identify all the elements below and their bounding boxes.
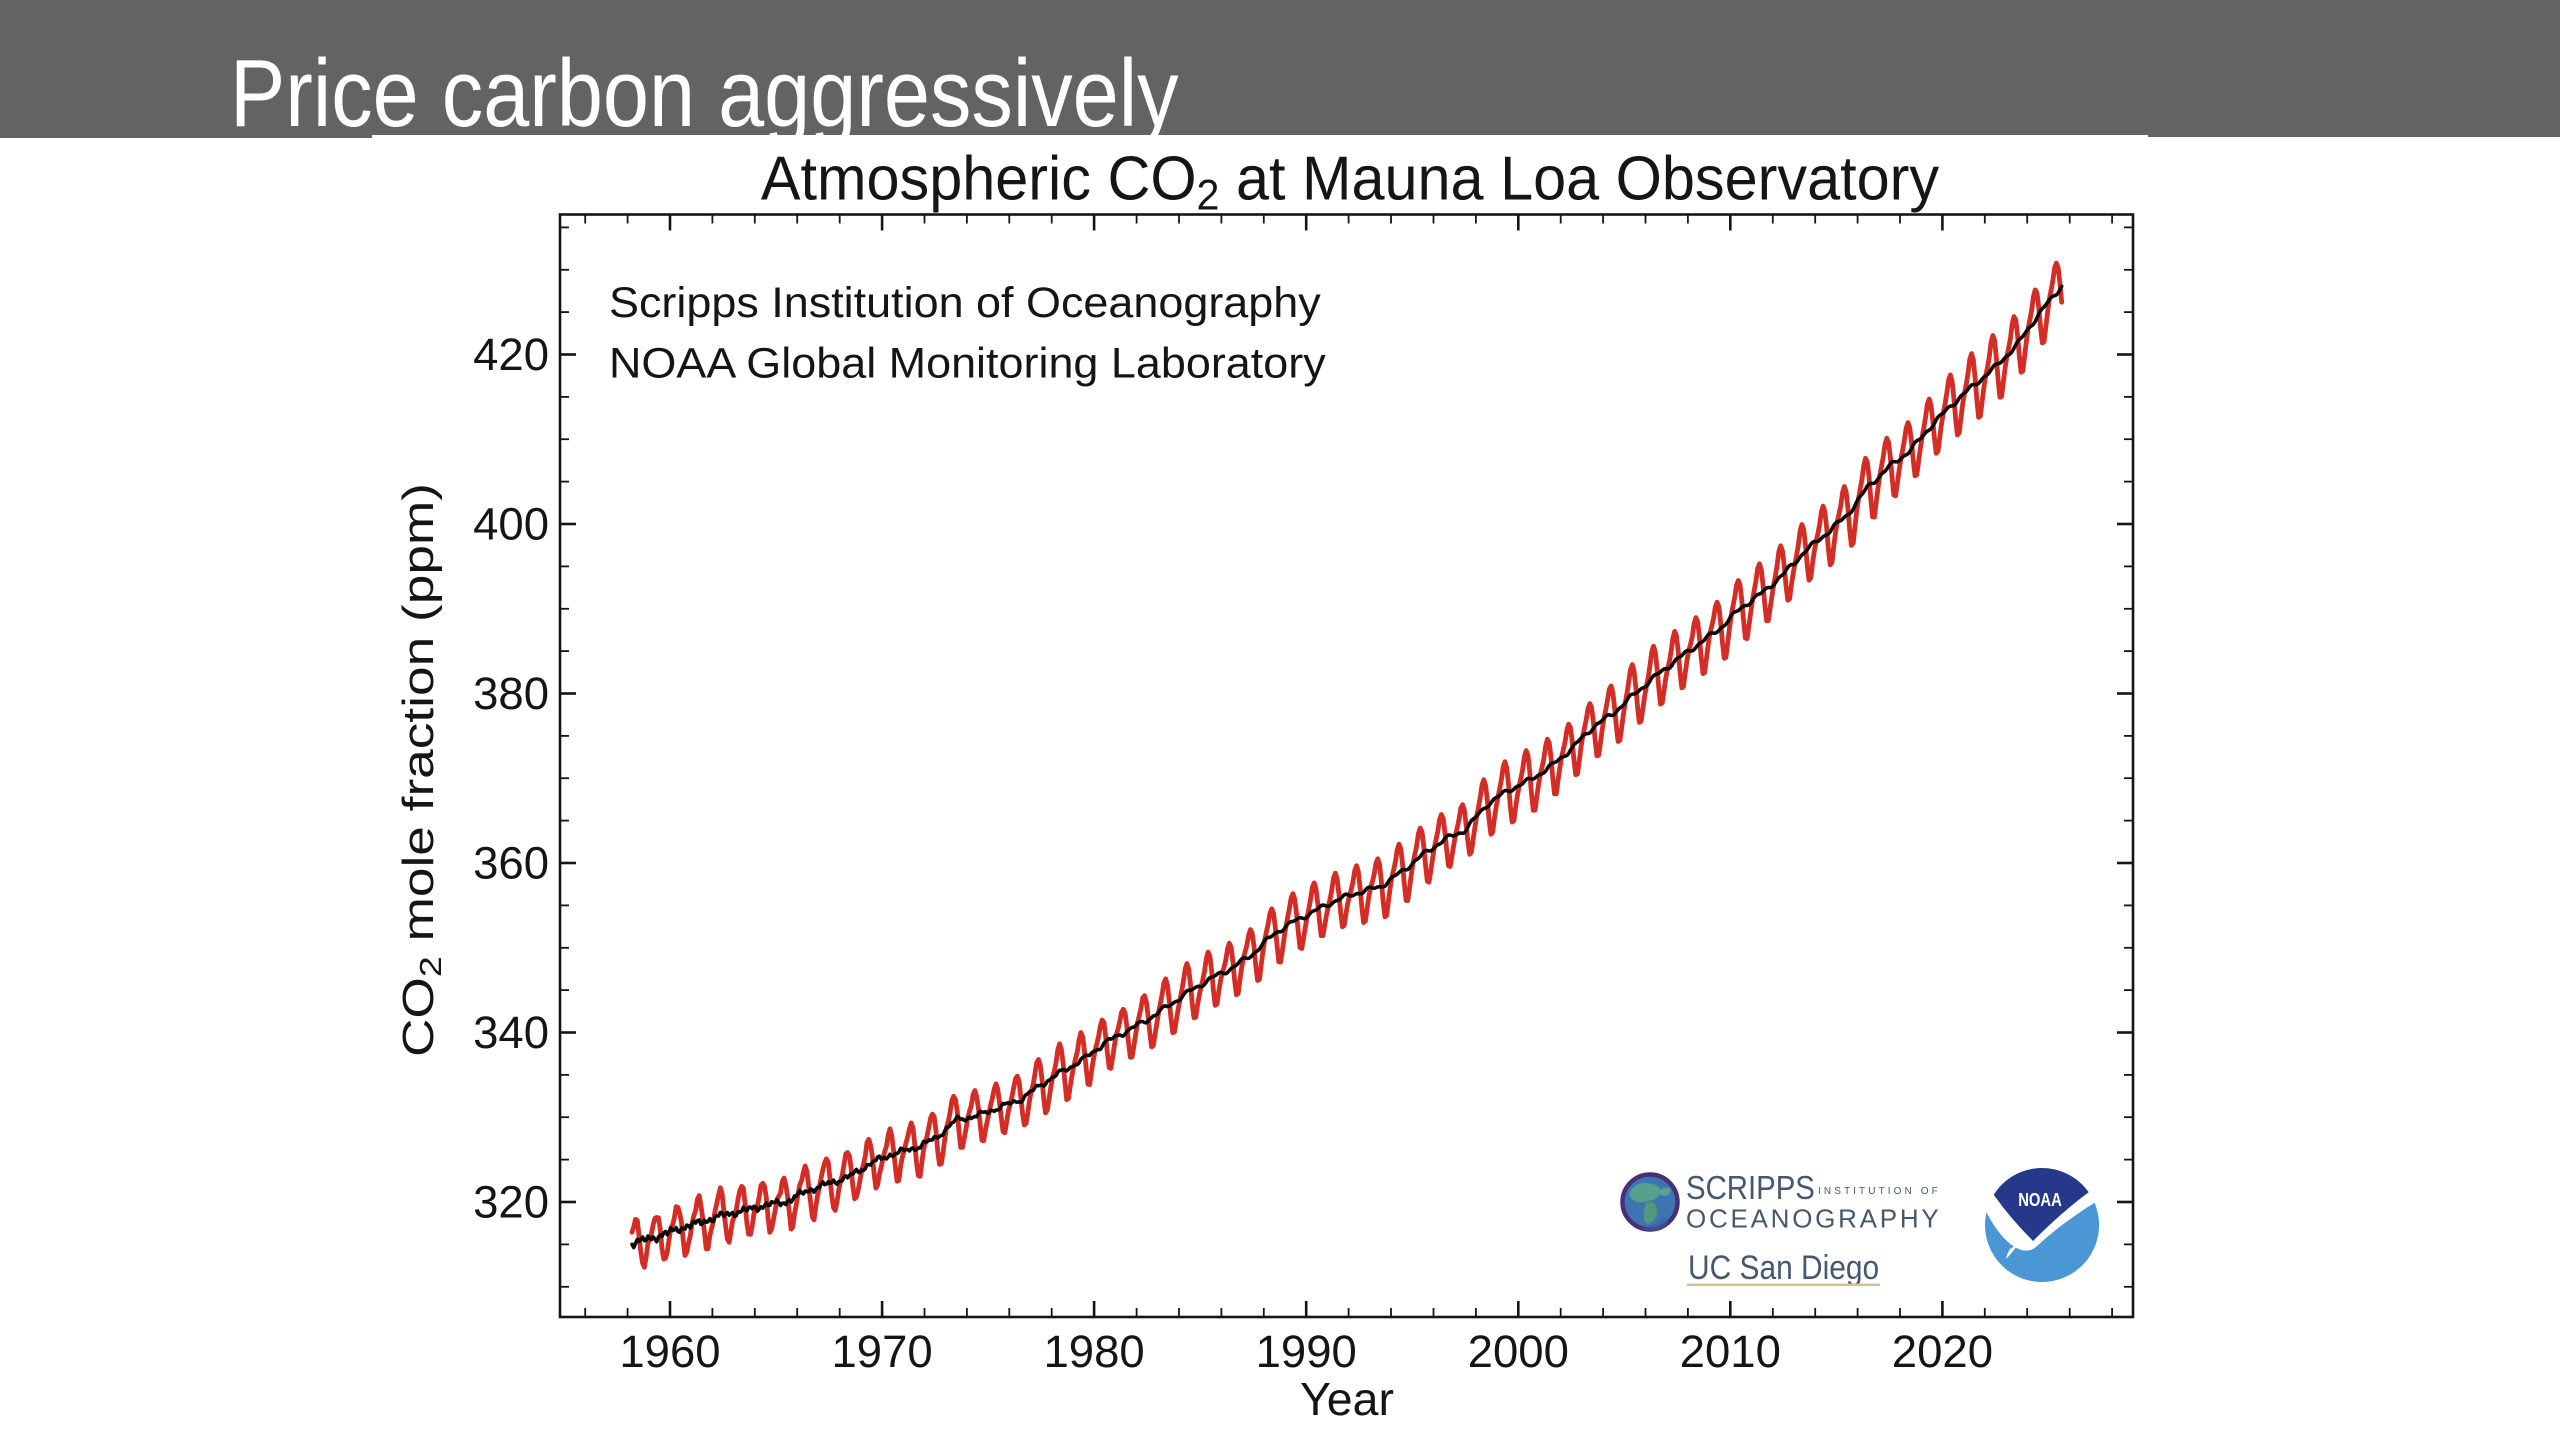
svg-text:1990: 1990 (1256, 1326, 1357, 1377)
svg-text:CO2 mole fraction (ppm): CO2 mole fraction (ppm) (394, 483, 448, 1057)
svg-text:Atmospheric CO2 at Mauna Loa O: Atmospheric CO2 at Mauna Loa Observatory (761, 143, 1940, 218)
svg-text:OCEANOGRAPHY: OCEANOGRAPHY (1686, 1204, 1942, 1234)
svg-text:UC San Diego: UC San Diego (1688, 1248, 1879, 1286)
svg-text:Year: Year (1300, 1373, 1394, 1425)
svg-text:340: 340 (473, 1007, 549, 1058)
svg-text:SCRIPPS: SCRIPPS (1686, 1169, 1815, 1206)
svg-text:400: 400 (473, 499, 549, 550)
svg-text:2020: 2020 (1892, 1326, 1993, 1377)
svg-text:Scripps Institution of Oceanog: Scripps Institution of Oceanography (609, 279, 1321, 327)
svg-text:NOAA Global Monitoring Laborat: NOAA Global Monitoring Laboratory (609, 339, 1326, 387)
svg-text:1980: 1980 (1043, 1326, 1144, 1377)
svg-text:420: 420 (473, 329, 549, 380)
svg-text:380: 380 (473, 668, 549, 719)
svg-text:NOAA: NOAA (2018, 1189, 2062, 1210)
svg-text:2000: 2000 (1468, 1326, 1569, 1377)
svg-text:INSTITUTION OF: INSTITUTION OF (1818, 1186, 1941, 1197)
svg-text:320: 320 (473, 1177, 549, 1228)
svg-text:360: 360 (473, 838, 549, 889)
svg-text:1960: 1960 (619, 1326, 720, 1377)
svg-text:1970: 1970 (831, 1326, 932, 1377)
svg-text:2010: 2010 (1680, 1326, 1781, 1377)
